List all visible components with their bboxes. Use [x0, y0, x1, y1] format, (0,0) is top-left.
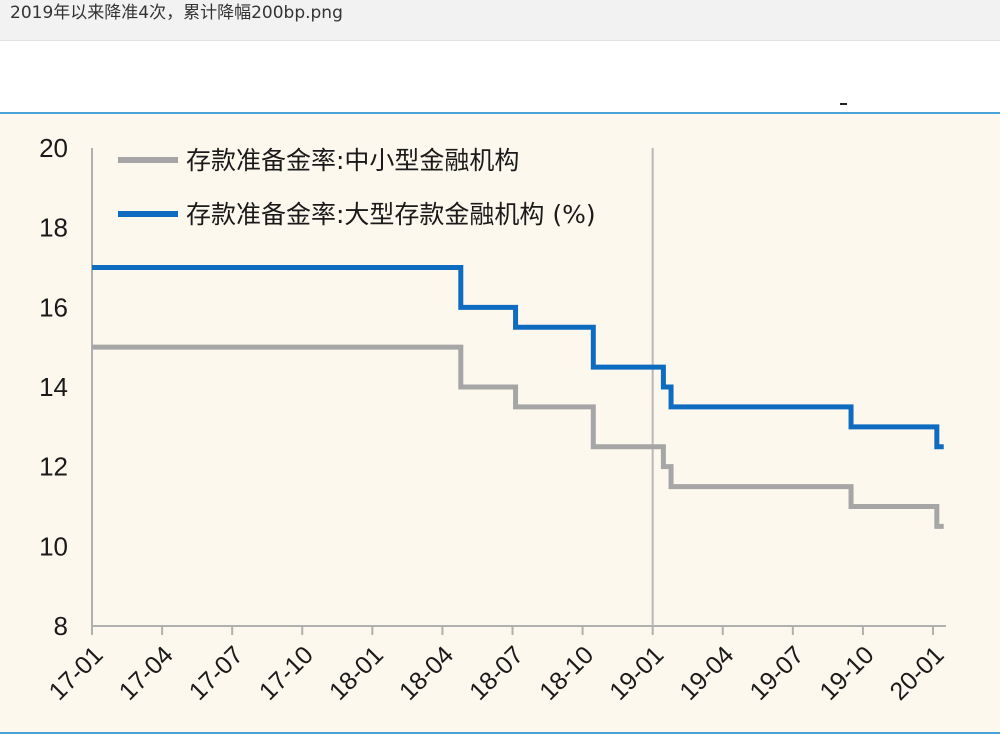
series-line-1: [92, 344, 944, 529]
legend-label-1: 存款准备金率:中小型金融机构: [186, 146, 519, 175]
y-tick-label: 10: [39, 531, 68, 561]
x-tick-label: 20-01: [885, 641, 950, 706]
x-tick-label: 17-01: [44, 641, 109, 706]
x-tick-label: 18-04: [394, 641, 459, 706]
x-tick-label: 18-10: [534, 641, 599, 706]
window-title: 2019年以来降准4次，累计降幅200bp.png: [10, 3, 343, 23]
y-tick-label: 18: [39, 213, 68, 243]
chart-panel: 8 10 12 14 16 18 20 17-01 17-04 17-07 17-10 18-01 18…: [0, 112, 1000, 734]
x-tick-label: 17-07: [184, 641, 249, 706]
x-tick-label: 18-07: [464, 641, 529, 706]
x-tick-label: 17-10: [254, 641, 319, 706]
x-tick-label: 19-01: [604, 641, 669, 706]
x-tick-label: 19-07: [744, 641, 809, 706]
y-tick-label: 12: [39, 452, 68, 482]
y-tick-label: 16: [39, 292, 68, 322]
divider-mark: [840, 103, 847, 105]
x-tick-label: 19-04: [674, 641, 739, 706]
y-tick-label: 20: [39, 133, 68, 163]
y-tick-label: 8: [54, 611, 68, 641]
series-line-2: [92, 265, 944, 450]
x-tick-label: 17-04: [114, 641, 179, 706]
legend-label-2: 存款准备金率:大型存款金融机构 (%): [186, 200, 596, 229]
chart-series: [92, 265, 944, 529]
x-tick-label: 18-01: [324, 641, 389, 706]
window-titlebar: 2019年以来降准4次，累计降幅200bp.png: [0, 0, 1000, 41]
x-tick-label: 19-10: [815, 641, 880, 706]
y-tick-label: 14: [39, 372, 68, 402]
